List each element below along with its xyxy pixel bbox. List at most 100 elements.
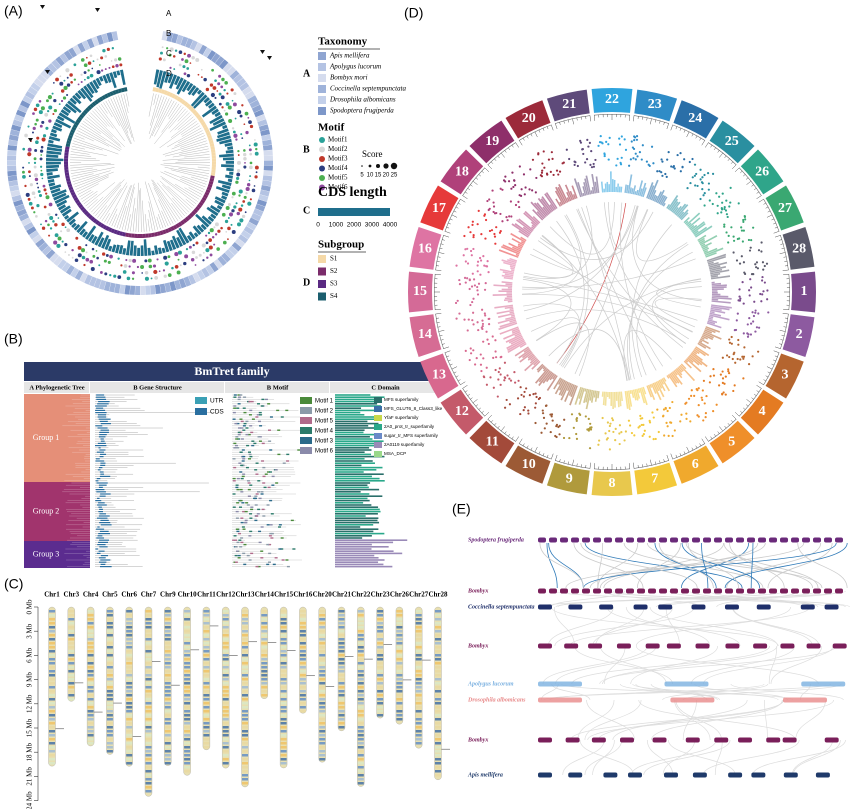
chromosome-block <box>670 588 678 594</box>
chromosome-block <box>549 588 557 594</box>
cds-block <box>98 557 106 559</box>
marker <box>28 138 33 142</box>
cds-bar <box>58 112 76 124</box>
density-dot <box>607 158 610 161</box>
chromosome-band <box>87 646 94 649</box>
motif-dot <box>205 248 210 253</box>
motif-dot <box>153 269 158 275</box>
synteny-link <box>549 683 765 701</box>
chromosome-band <box>396 706 403 709</box>
chromosome-band <box>261 694 268 697</box>
density-dot <box>750 286 753 289</box>
chromosome-band <box>435 706 441 709</box>
column-header <box>330 382 440 393</box>
cds-block <box>98 511 103 513</box>
tree-branch <box>116 184 133 229</box>
chromosome-band <box>338 674 345 677</box>
density-dot <box>757 312 760 315</box>
cds-block <box>100 563 106 565</box>
motif-dot <box>225 231 228 233</box>
density-dot <box>702 419 705 422</box>
y-tick-label: 6 Mb <box>26 647 34 662</box>
density-dot <box>695 172 698 176</box>
density-dot <box>584 415 587 418</box>
density-dot <box>589 163 592 166</box>
column-title: C Domain <box>371 384 400 391</box>
density-dot <box>734 361 737 364</box>
y-tick-label: 15 Mb <box>26 718 34 737</box>
chromosome-band <box>184 758 191 761</box>
legend-letter: D <box>303 277 310 288</box>
taxonomy-cell <box>263 155 273 161</box>
density-dot <box>738 262 742 265</box>
density-dot <box>766 298 769 301</box>
density-bar <box>532 216 541 224</box>
chromosome-band <box>242 774 248 777</box>
chromosome-band <box>261 678 268 681</box>
legend-swatch <box>318 107 326 115</box>
motif-box <box>235 436 239 438</box>
cds-block <box>97 414 107 416</box>
scale-tick <box>593 114 596 121</box>
chromosome-band <box>49 714 55 717</box>
legend-label: UTR <box>210 398 224 405</box>
tree-branch <box>77 183 99 195</box>
chromosome-band <box>49 634 55 637</box>
scale-tick <box>766 366 773 370</box>
taxonomy-cell <box>243 226 254 235</box>
legend-label: S4 <box>330 292 338 300</box>
domain-bar <box>335 442 378 445</box>
density-dot <box>740 226 743 229</box>
synteny-link <box>556 220 585 364</box>
chromosome-band <box>126 610 133 613</box>
motif-dot <box>218 74 222 78</box>
motif-box <box>242 458 246 460</box>
density-bar <box>549 204 555 211</box>
motif-dot <box>208 245 213 250</box>
synteny-link <box>682 683 842 701</box>
tree-branch <box>177 159 210 162</box>
chromosome-band <box>377 630 384 633</box>
density-dot <box>643 429 646 432</box>
synteny-link <box>577 208 657 371</box>
chromosome-band <box>357 714 364 717</box>
density-bar <box>522 226 532 234</box>
domain-bar <box>335 561 379 563</box>
cds-bar <box>167 73 174 84</box>
cds-block <box>98 561 107 563</box>
density-bar <box>704 247 718 255</box>
subgroup-cell <box>102 224 108 230</box>
density-bar <box>709 265 721 270</box>
tree-branch <box>169 112 190 133</box>
chromosome-band <box>87 702 94 705</box>
subgroup-cell <box>105 226 110 231</box>
subgroup-cell <box>187 105 193 111</box>
motif-box <box>239 499 243 502</box>
motif-dot <box>56 243 61 248</box>
density-dot <box>525 387 528 390</box>
motif-dot <box>161 46 164 49</box>
scale-tick <box>435 269 442 271</box>
motif-box <box>232 411 236 414</box>
cds-bar <box>176 229 187 246</box>
tree-branch <box>70 151 90 155</box>
chromosome-band <box>357 730 364 733</box>
synteny-link <box>636 278 702 376</box>
scale-tick <box>443 234 450 238</box>
chromosome-band <box>357 658 364 661</box>
motif-dot <box>49 215 54 220</box>
density-bar <box>501 281 513 284</box>
scale-arc <box>633 115 669 124</box>
tree-branch <box>156 216 161 230</box>
density-dot <box>654 437 657 441</box>
species-label: Spodoptera frugiperda <box>468 537 524 543</box>
chromosome-label: Chr5 <box>102 591 118 599</box>
cds-bar <box>66 211 80 223</box>
chromosome-band <box>242 770 248 773</box>
motif-dot <box>163 255 168 260</box>
density-dot <box>608 448 612 451</box>
synteny-link <box>530 317 581 366</box>
density-dot <box>472 234 475 237</box>
motif-box <box>235 528 239 530</box>
chromosome-band <box>357 686 364 689</box>
